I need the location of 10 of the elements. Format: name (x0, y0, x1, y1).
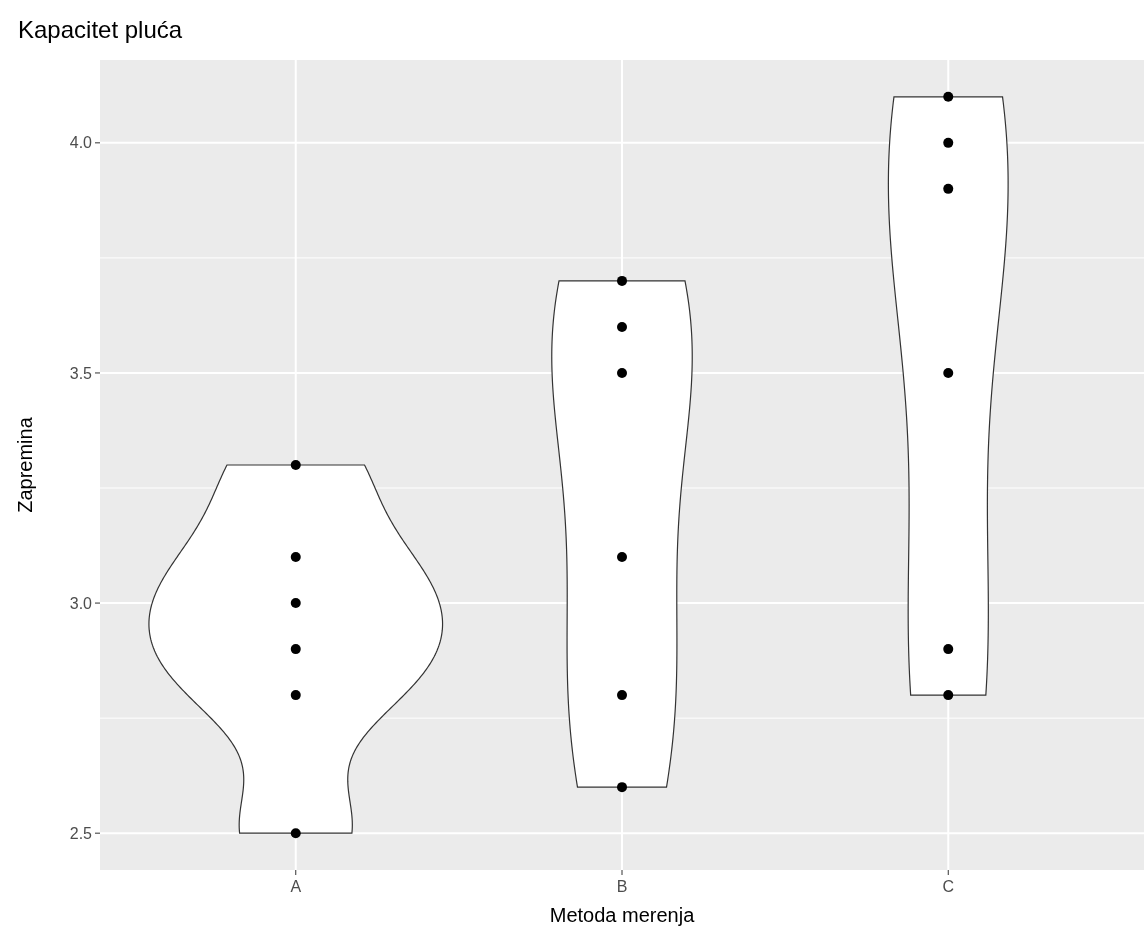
x-axis-title: Metoda merenja (549, 904, 696, 926)
chart-title: Kapacitet pluća (18, 16, 183, 43)
y-tick-label: 3.5 (69, 364, 93, 382)
y-tick-label: 4.0 (69, 134, 93, 152)
x-tick-label: B (616, 878, 628, 895)
x-tick-label: A (290, 878, 302, 895)
y-tick-label: 3.0 (69, 594, 93, 612)
y-axis-title: Zapremina (14, 416, 36, 513)
x-tick-label: C (942, 878, 955, 895)
y-tick-label: 2.5 (69, 824, 93, 842)
